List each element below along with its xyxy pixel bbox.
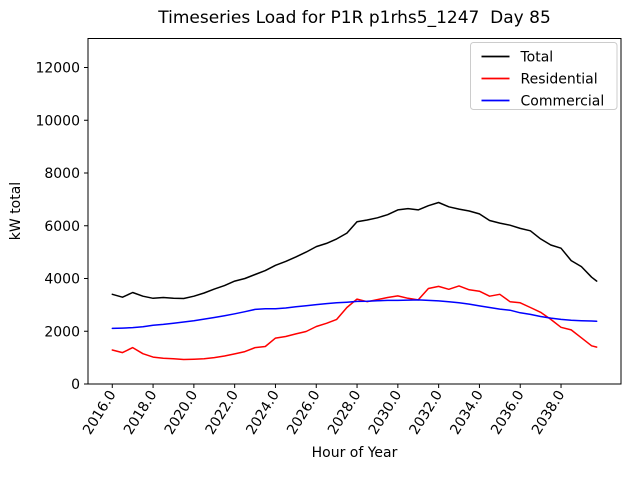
x-axis-label: Hour of Year [311,445,398,461]
x-tick-label: 2026.0 [284,388,324,438]
y-tick-label: 10000 [35,113,80,129]
legend-label-total: Total [520,50,554,66]
x-tick-label: 2018.0 [121,388,161,438]
chart-title: Timeseries Load for P1R p1rhs5_1247 Day … [158,8,551,28]
y-tick-label: 4000 [44,272,80,288]
y-tick-label: 6000 [44,219,80,235]
x-tick-label: 2036.0 [488,388,528,438]
x-tick-label: 2022.0 [203,388,243,438]
series-line-residential [111,285,598,361]
series-line-commercial [111,299,598,330]
x-tick-label: 2020.0 [162,388,202,438]
x-tick-label: 2030.0 [366,388,406,438]
y-tick-label: 0 [71,377,80,393]
x-tick-label: 2032.0 [406,388,446,438]
y-tick-label: 12000 [35,61,80,77]
y-tick-label: 2000 [44,324,80,340]
x-tick-label: 2024.0 [243,388,283,438]
series-line-total [111,201,598,300]
legend-label-residential: Residential [521,72,598,88]
x-tick-label: 2034.0 [447,388,487,438]
y-tick-label: 8000 [44,166,80,182]
x-tick-label: 2038.0 [529,388,569,438]
legend-box [470,42,618,110]
x-tick-label: 2016.0 [80,388,120,438]
legend-label-commercial: Commercial [521,94,605,110]
x-tick-label: 2028.0 [325,388,365,438]
